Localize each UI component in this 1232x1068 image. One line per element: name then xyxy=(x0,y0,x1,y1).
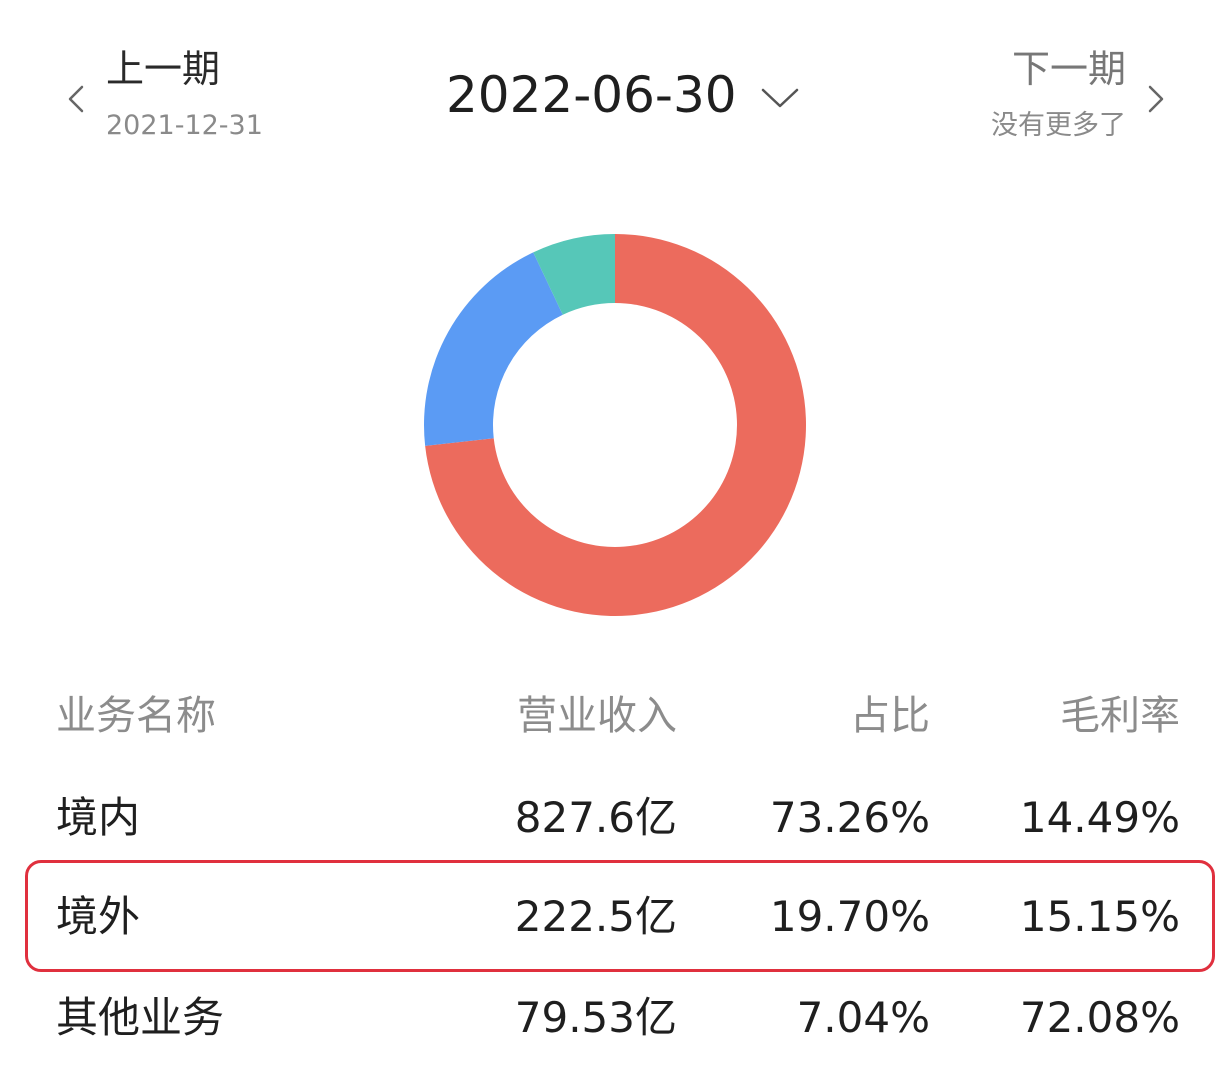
current-date: 2022-06-30 xyxy=(446,66,737,124)
header-business-name: 业务名称 xyxy=(56,693,216,739)
row-share: 73.26% xyxy=(769,793,930,842)
row-gross-margin: 72.08% xyxy=(1019,993,1180,1042)
next-period-note: 没有更多了 xyxy=(991,110,1126,141)
header-revenue: 营业收入 xyxy=(517,693,677,739)
row-gross-margin: 15.15% xyxy=(1019,892,1180,941)
table-header-row: 业务名称 营业收入 占比 毛利率 xyxy=(0,666,1232,766)
table-row: 境内 827.6亿 73.26% 14.49% xyxy=(0,768,1232,868)
row-business-name: 境内 xyxy=(56,793,141,842)
header-gross-margin: 毛利率 xyxy=(1060,693,1180,739)
row-business-name: 境外 xyxy=(56,892,141,941)
row-revenue: 222.5亿 xyxy=(514,892,677,941)
row-revenue: 79.53亿 xyxy=(514,993,677,1042)
donut-slice-other xyxy=(533,234,615,315)
chevron-left-icon xyxy=(68,85,84,113)
chevron-down-icon xyxy=(761,88,799,108)
header-share: 占比 xyxy=(850,693,930,739)
next-period-button[interactable]: 下一期 没有更多了 xyxy=(912,40,1172,150)
row-business-name: 其他业务 xyxy=(56,993,225,1042)
highlight-box xyxy=(25,860,1215,972)
donut-chart xyxy=(424,234,806,617)
donut-slice-domestic xyxy=(425,234,806,617)
row-share: 7.04% xyxy=(796,993,930,1042)
chevron-right-icon xyxy=(1148,85,1164,113)
date-selector[interactable]: 2022-06-30 xyxy=(440,60,820,140)
table-row: 境外 222.5亿 19.70% 15.15% xyxy=(0,867,1232,967)
donut-slice-overseas xyxy=(424,252,563,446)
prev-period-date: 2021-12-31 xyxy=(106,110,263,141)
row-share: 19.70% xyxy=(769,892,930,941)
row-revenue: 827.6亿 xyxy=(514,793,677,842)
row-gross-margin: 14.49% xyxy=(1019,793,1180,842)
prev-period-label: 上一期 xyxy=(106,47,221,91)
next-period-label: 下一期 xyxy=(1011,47,1126,91)
prev-period-button[interactable]: 上一期 2021-12-31 xyxy=(60,40,320,150)
table-row: 其他业务 79.53亿 7.04% 72.08% xyxy=(0,968,1232,1068)
